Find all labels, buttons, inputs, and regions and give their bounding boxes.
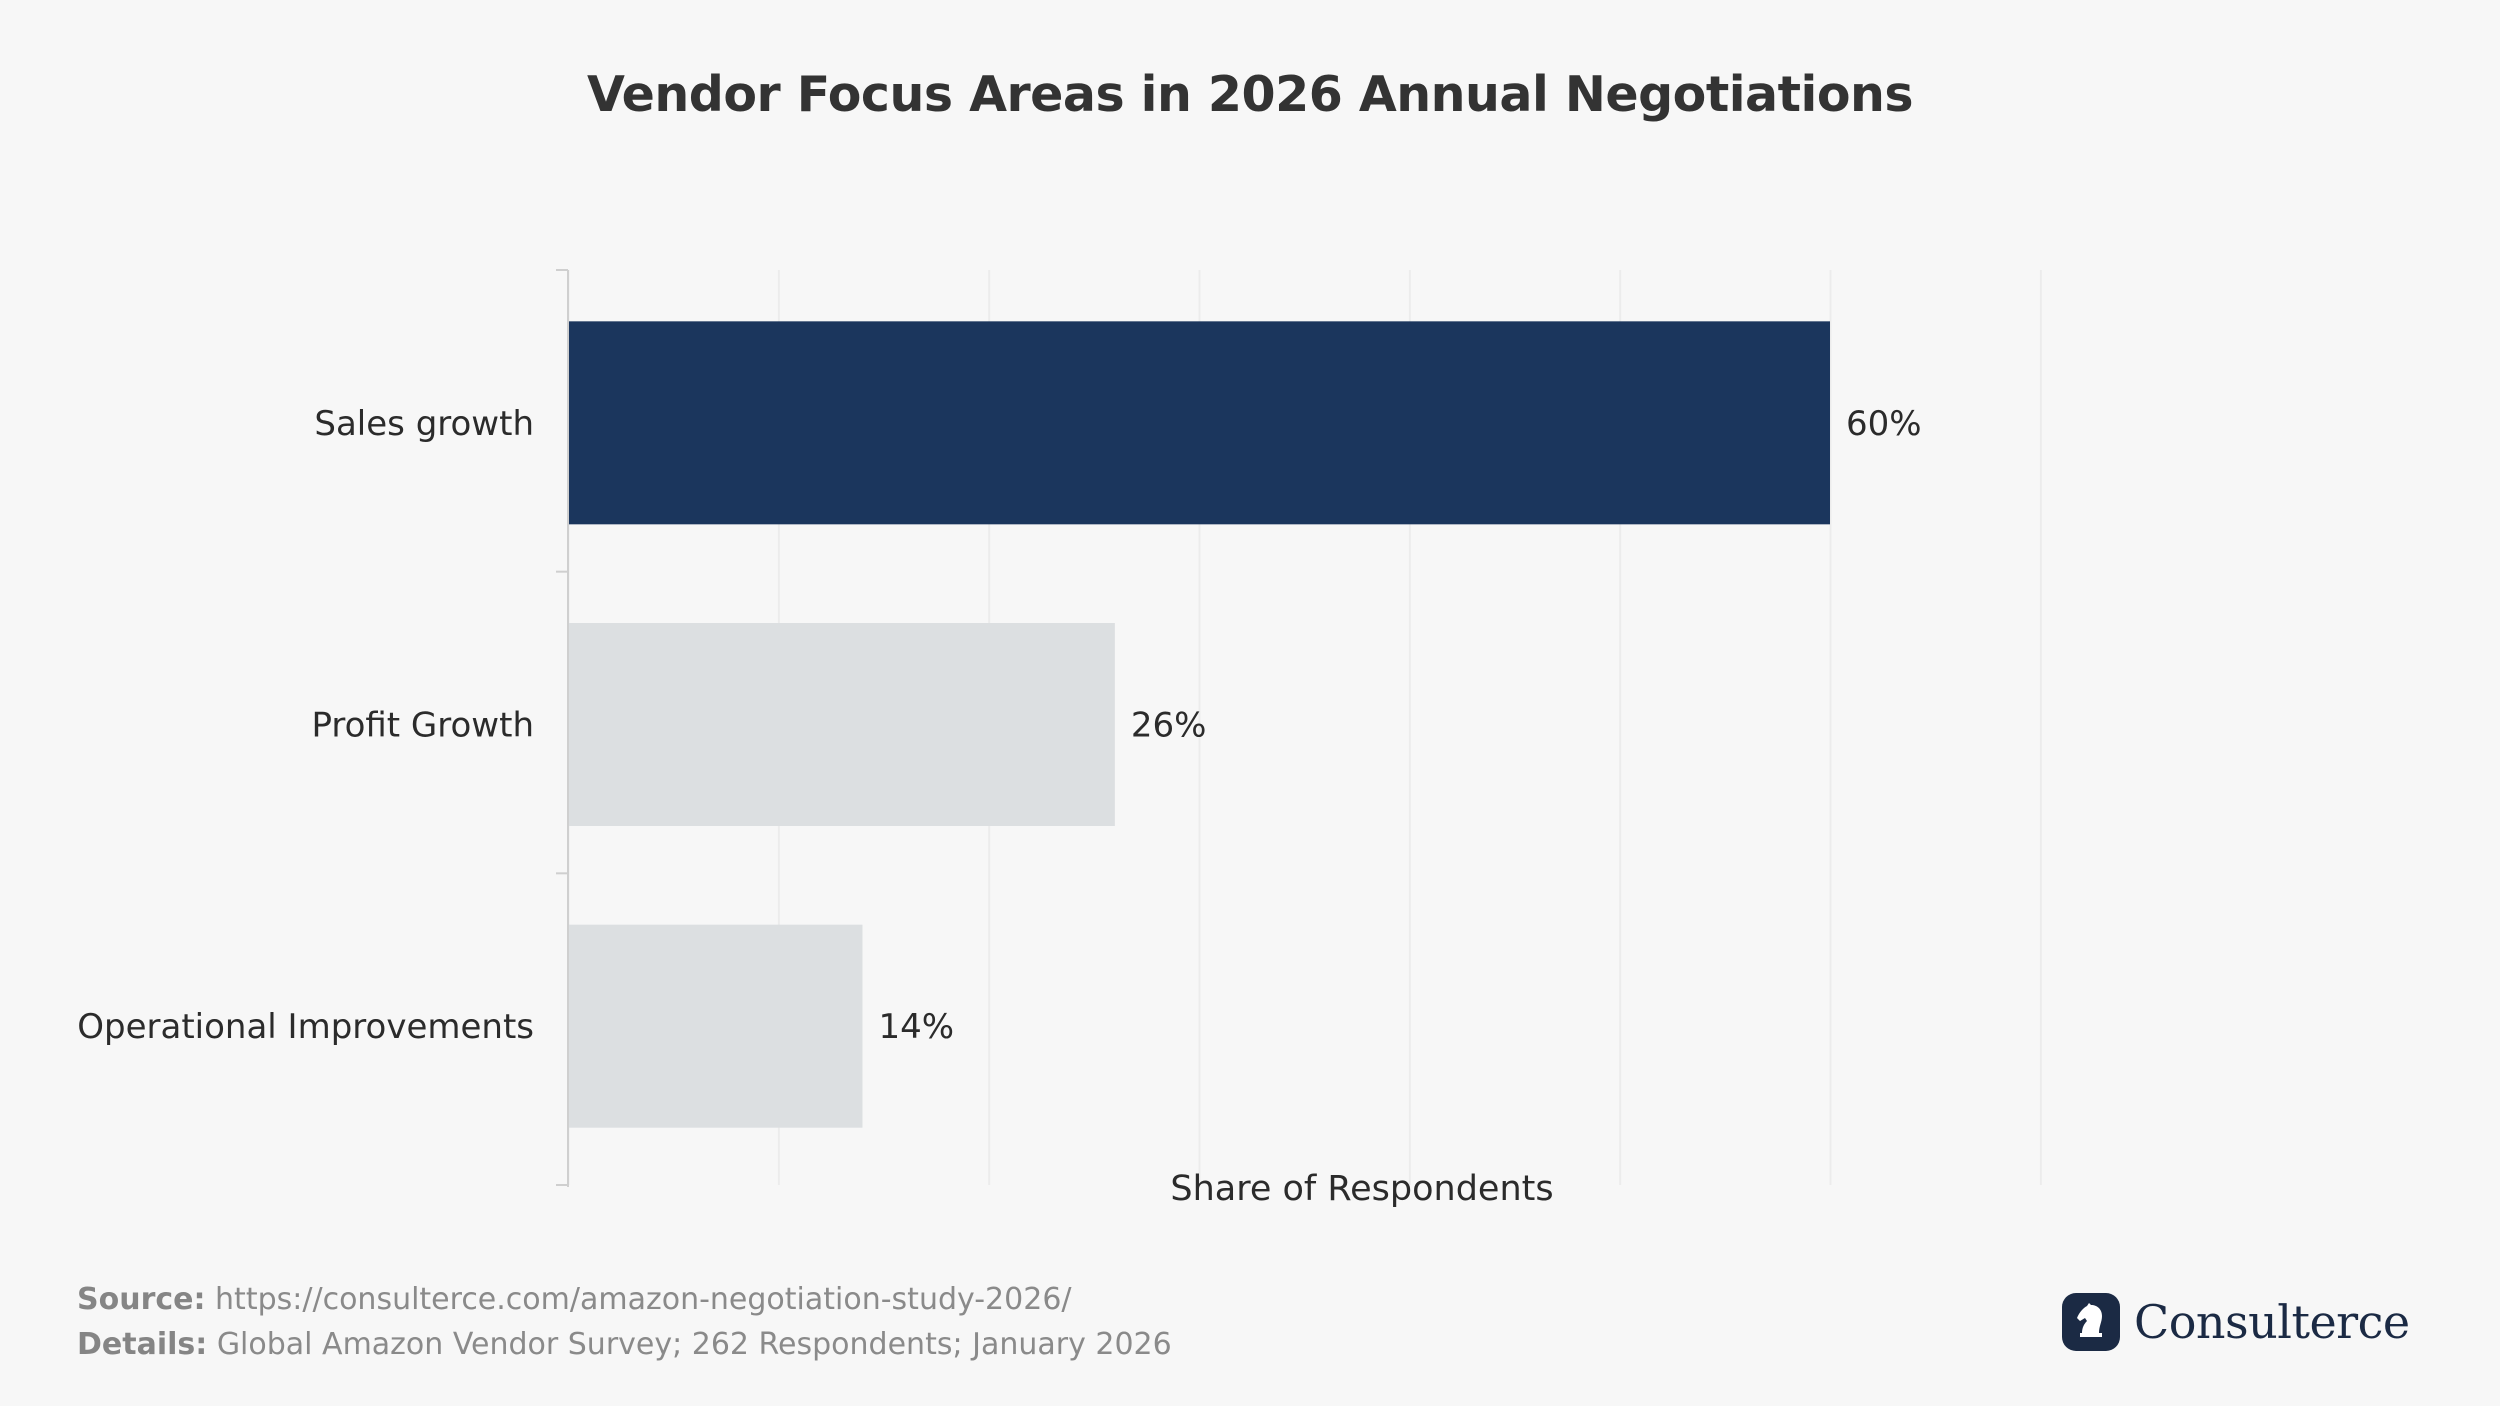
bar-1 [568,321,1830,525]
y-axis [556,269,569,1187]
category-label: Profit Growth [311,706,534,746]
category-label: Sales growth [314,404,534,444]
value-label: 60% [1846,404,1922,444]
details-text: Global Amazon Vendor Survey; 262 Respond… [216,1327,1172,1362]
bar-3 [568,924,863,1128]
source-line: Source: https://consulterce.com/amazon-n… [77,1277,1172,1322]
details-line: Details: Global Amazon Vendor Survey; 26… [77,1322,1172,1367]
source-label: Source: [77,1282,206,1317]
value-label: 14% [878,1007,954,1047]
labels: Sales growth 60% Profit Growth 26% Operation… [77,404,1921,1047]
brand-logo: Consulterce [2062,1291,2410,1353]
details-label: Details: [77,1327,208,1362]
footer: Source: https://consulterce.com/amazon-n… [77,1277,1172,1367]
value-label: 26% [1131,706,1207,746]
source-link[interactable]: https://consulterce.com/amazon-negotiati… [215,1282,1072,1317]
chart-title: Vendor Focus Areas in 2026 Annual Negoti… [586,66,1914,123]
bar-2 [568,623,1115,826]
brand-name: Consulterce [2134,1295,2410,1349]
bars [568,321,1830,1128]
x-axis-title: Share of Respondents [1170,1169,1553,1209]
category-label: Operational Improvements [77,1007,534,1047]
knight-chess-icon [2062,1293,2120,1351]
